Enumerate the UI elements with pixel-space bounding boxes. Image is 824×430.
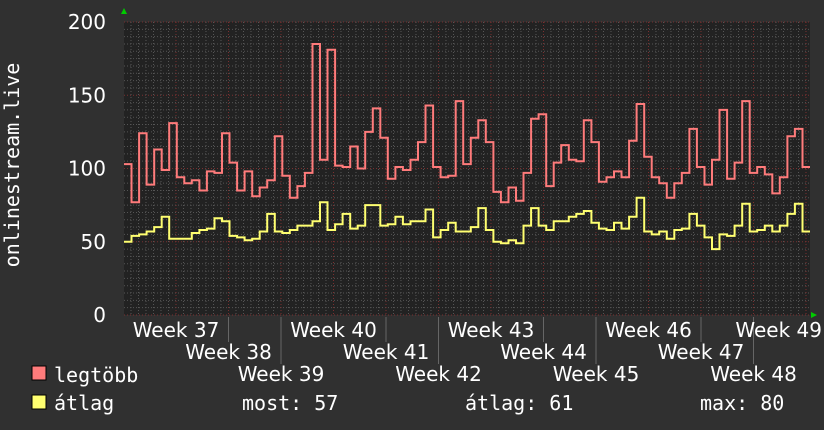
series-lines <box>124 43 810 251</box>
y-axis-label: onlinestream.live <box>0 63 24 268</box>
x-tick-label: Week 37 <box>133 318 220 342</box>
legend-label-legtobb: legtöbb <box>54 363 138 387</box>
series-line-legtobb <box>124 43 810 204</box>
x-tick-label: Week 44 <box>500 340 587 364</box>
x-tick-label: Week 45 <box>553 362 640 386</box>
y-tick-label: 100 <box>68 157 106 181</box>
y-axis-ticks: 0 50 100 150 200 <box>68 10 106 327</box>
x-tick-label: Week 47 <box>658 340 745 364</box>
x-tick-label: Week 49 <box>735 318 822 342</box>
stat-max: max: 80 <box>700 391 784 415</box>
x-tick-label: Week 39 <box>238 362 325 386</box>
y-tick-label: 50 <box>81 230 106 254</box>
x-tick-label: Week 38 <box>185 340 272 364</box>
x-axis-arrow-icon <box>811 312 817 318</box>
legend-label-atlag: átlag <box>54 391 114 415</box>
series-line-atlag <box>124 196 810 251</box>
y-tick-label: 150 <box>68 83 106 107</box>
x-tick-label: Week 48 <box>710 362 797 386</box>
stat-atlag: átlag: 61 <box>465 391 573 415</box>
legend-swatch-legtobb <box>31 365 47 381</box>
y-axis-arrow-icon <box>121 8 127 14</box>
y-tick-label: 0 <box>93 303 106 327</box>
x-tick-label: Week 43 <box>448 318 535 342</box>
stat-most: most: 57 <box>242 391 338 415</box>
x-tick-label: Week 42 <box>395 362 482 386</box>
x-tick-label: Week 40 <box>290 318 377 342</box>
legend-swatch-atlag <box>31 394 47 410</box>
y-tick-label: 200 <box>68 10 106 34</box>
grid <box>124 21 810 316</box>
x-tick-label: Week 41 <box>343 340 430 364</box>
x-tick-label: Week 46 <box>605 318 692 342</box>
